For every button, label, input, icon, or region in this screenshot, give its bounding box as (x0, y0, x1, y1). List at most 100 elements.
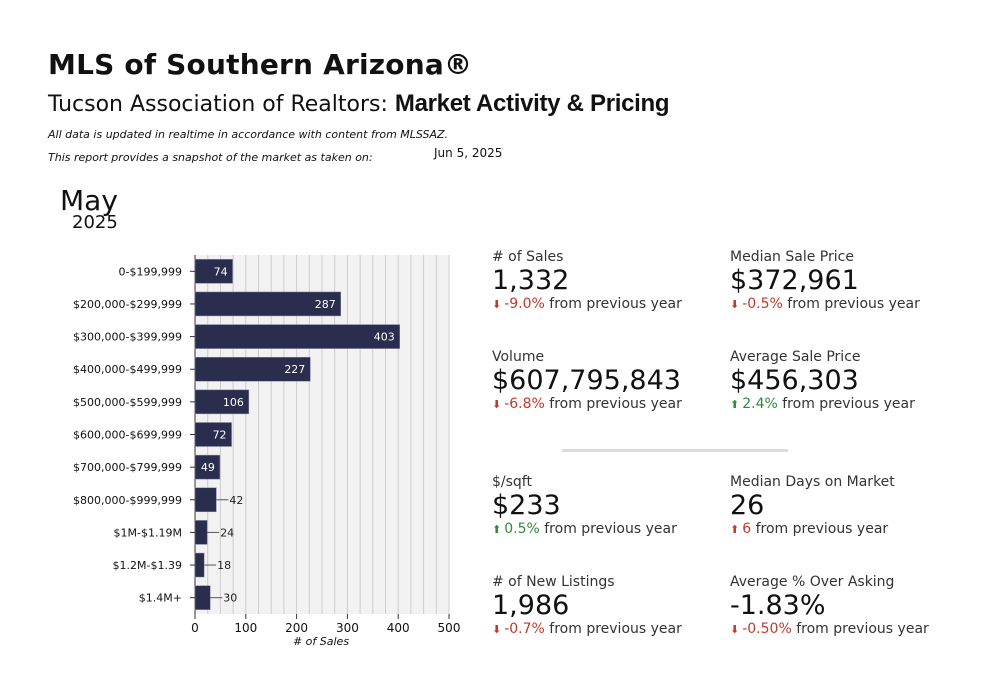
arrow-down-icon: ⬇ (730, 298, 740, 311)
category-label: $400,000-$499,999 (73, 363, 182, 376)
bar (194, 454, 221, 480)
data-label: 49 (201, 461, 215, 474)
realtime-note: All data is updated in realtime in accor… (48, 128, 449, 141)
kpi-avg-price-change-value: 2.4% (742, 396, 778, 412)
kpi-median-price: Median Sale Price $372,961 ⬇ -0.5% from p… (730, 249, 920, 312)
kpi-sqft-change-value: 0.5% (504, 521, 540, 537)
data-label: 24 (220, 526, 234, 539)
data-label: 42 (229, 494, 243, 507)
period-year: 2025 (72, 212, 118, 233)
kpi-volume-change: ⬇ -6.8% from previous year (492, 396, 682, 412)
kpi-sqft-change-suffix: from previous year (544, 521, 677, 537)
kpi-sqft-change: ⬆ 0.5% from previous year (492, 521, 677, 537)
kpi-new-listings-label: # of New Listings (492, 574, 615, 590)
subtitle-bold: Market Activity & Pricing (394, 90, 670, 117)
data-label: 287 (315, 298, 336, 311)
data-label: 227 (284, 363, 305, 376)
period-month: May (60, 184, 118, 217)
kpi-dom-label: Median Days on Market (730, 474, 895, 490)
arrow-down-icon: ⬇ (492, 623, 502, 636)
sales-by-price-chart: 0-$199,999 74 $200,000-$299,999 287 $300,000… (73, 255, 461, 648)
data-label: 18 (217, 559, 231, 572)
bar (194, 520, 208, 545)
x-tick-label: 200 (285, 621, 308, 635)
kpi-over-asking-value: -1.83% (730, 590, 826, 621)
kpi-avg-price-label: Average Sale Price (730, 349, 861, 365)
category-label: $1M-$1.19M (114, 526, 182, 539)
kpi-new-listings-change-suffix: from previous year (549, 621, 682, 637)
x-tick-label: 300 (336, 621, 359, 635)
kpi-volume-change-value: -6.8% (504, 396, 545, 412)
kpi-median-price-change-suffix: from previous year (787, 296, 920, 312)
kpi-median-price-change: ⬇ -0.5% from previous year (730, 296, 920, 312)
arrow-up-icon: ⬆ (730, 523, 740, 536)
kpi-over-asking-change-suffix: from previous year (796, 621, 929, 637)
data-label: 403 (374, 331, 395, 344)
category-label: $700,000-$799,999 (73, 461, 182, 474)
bar (194, 356, 311, 382)
arrow-down-icon: ⬇ (492, 398, 502, 411)
category-label: $600,000-$699,999 (73, 429, 182, 442)
kpi-volume-label: Volume (492, 349, 545, 365)
category-label: $200,000-$299,999 (73, 298, 182, 311)
kpi-avg-price-value: $456,303 (730, 365, 859, 396)
kpi-volume-value: $607,795,843 (492, 365, 681, 396)
report-subtitle: Tucson Association of Realtors: Market A… (48, 90, 670, 118)
kpi-over-asking: Average % Over Asking -1.83% ⬇ -0.50% fro… (730, 574, 929, 637)
kpi-sales-change: ⬇ -9.0% from previous year (492, 296, 682, 312)
data-label: 72 (213, 429, 227, 442)
kpi-sales-value: 1,332 (492, 265, 570, 296)
kpi-volume: Volume $607,795,843 ⬇ -6.8% from previous… (492, 349, 682, 412)
category-label: $1.2M-$1.39 (113, 559, 182, 572)
kpi-avg-price: Average Sale Price $456,303 ⬆ 2.4% from p… (730, 349, 915, 412)
kpi-over-asking-change: ⬇ -0.50% from previous year (730, 621, 929, 637)
x-tick-label: 0 (191, 621, 199, 635)
kpi-avg-price-change: ⬆ 2.4% from previous year (730, 396, 915, 412)
category-label: $1.4M+ (139, 592, 182, 605)
subtitle-prefix: Tucson Association of Realtors: (48, 92, 395, 117)
kpi-dom-change-value: 6 (742, 521, 752, 537)
category-label: 0-$199,999 (119, 265, 182, 278)
bar (194, 324, 400, 349)
kpi-new-listings-value: 1,986 (492, 590, 570, 621)
bar (194, 487, 217, 513)
kpi-dom: Median Days on Market 26 ⬆ 6 from previou… (730, 474, 895, 537)
snapshot-note: This report provides a snapshot of the m… (48, 151, 373, 164)
kpi-sqft-value: $233 (492, 490, 561, 521)
kpi-median-price-change-value: -0.5% (742, 296, 783, 312)
bar (194, 552, 205, 578)
bar (194, 259, 233, 284)
bar (194, 422, 232, 447)
arrow-up-icon: ⬆ (730, 398, 740, 411)
kpi-dom-change: ⬆ 6 from previous year (730, 521, 895, 537)
category-label: $300,000-$399,999 (73, 331, 182, 344)
section-divider (562, 449, 788, 452)
kpi-dom-change-suffix: from previous year (755, 521, 889, 537)
kpi-dom-value: 26 (730, 490, 765, 521)
kpi-avg-price-change-suffix: from previous year (782, 396, 915, 412)
kpi-new-listings-change: ⬇ -0.7% from previous year (492, 621, 682, 637)
data-label: 74 (214, 265, 228, 278)
arrow-down-icon: ⬇ (730, 623, 740, 636)
arrow-up-icon: ⬆ (492, 523, 502, 536)
category-label: $800,000-$999,999 (73, 494, 182, 507)
kpi-sales: # of Sales 1,332 ⬇ -9.0% from previous ye… (492, 249, 682, 312)
kpi-median-price-value: $372,961 (730, 265, 859, 296)
kpi-sales-label: # of Sales (492, 249, 564, 265)
bar (194, 585, 211, 610)
snapshot-date: Jun 5, 2025 (434, 146, 503, 160)
data-label: 106 (223, 396, 244, 409)
category-label: $500,000-$599,999 (73, 396, 182, 409)
x-tick-label: 500 (438, 621, 461, 635)
kpi-sqft-label: $/sqft (492, 474, 532, 490)
kpi-over-asking-label: Average % Over Asking (730, 574, 895, 590)
x-tick-label: 400 (387, 621, 410, 635)
kpi-sqft: $/sqft $233 ⬆ 0.5% from previous year (492, 474, 677, 537)
x-axis-label: # of Sales (293, 635, 349, 648)
kpi-sales-change-suffix: from previous year (549, 296, 682, 312)
kpi-median-price-label: Median Sale Price (730, 249, 854, 265)
x-tick-label: 100 (234, 621, 257, 635)
kpi-new-listings: # of New Listings 1,986 ⬇ -0.7% from prev… (492, 574, 682, 637)
arrow-down-icon: ⬇ (492, 298, 502, 311)
bar (194, 389, 250, 415)
